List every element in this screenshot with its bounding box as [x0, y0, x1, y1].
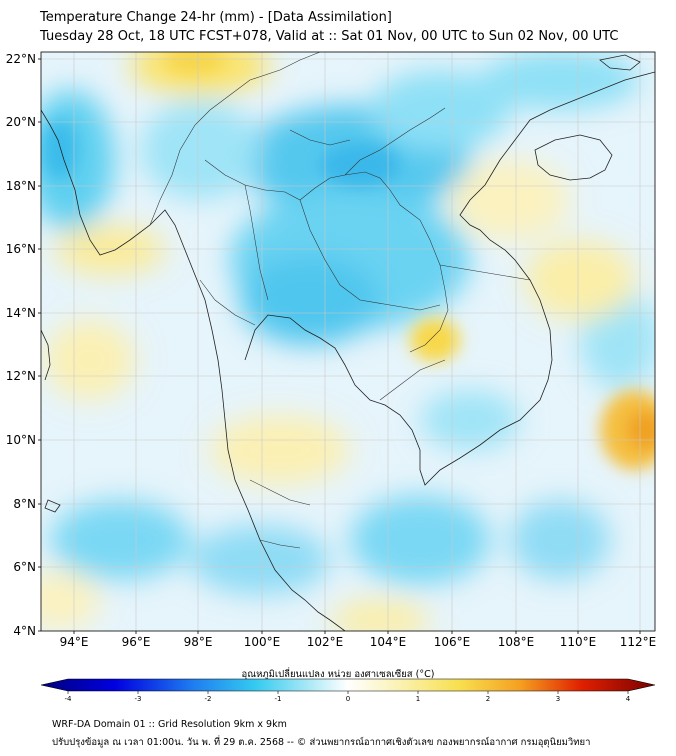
temperature-field [41, 52, 655, 631]
lat-label-8n: 8°N [13, 497, 36, 511]
colorbar: -4 -3 -2 -1 0 1 2 3 4 [40, 678, 656, 703]
lon-label-106e: 106°E [434, 635, 471, 649]
colorbar-tick-m2: -2 [205, 695, 212, 703]
lat-label-16n: 16°N [6, 242, 36, 256]
lat-label-22n: 22°N [6, 52, 36, 66]
lon-label-108e: 108°E [498, 635, 535, 649]
colorbar-title: อุณหภูมิเปลี่ยนแปลง หน่วย องศาเซลเซียส (… [241, 669, 435, 680]
lat-label-14n: 14°N [6, 306, 36, 320]
colorbar-tick-2: 2 [486, 695, 490, 703]
map-subtitle: Tuesday 28 Oct, 18 UTC FCST+078, Valid a… [40, 29, 619, 44]
lon-label-98e: 98°E [184, 635, 213, 649]
lon-label-104e: 104°E [370, 635, 407, 649]
lat-label-6n: 6°N [13, 560, 36, 574]
footer-update-info: ปรับปรุงข้อมูล ณ เวลา 01:00น. วัน พ. ที่… [52, 737, 591, 748]
colorbar-tick-4: 4 [626, 695, 631, 703]
lat-label-12n: 12°N [6, 369, 36, 383]
coastlines [41, 54, 655, 631]
lon-label-110e: 110°E [560, 635, 597, 649]
colorbar-tick-m4: -4 [65, 695, 73, 703]
lon-label-100e: 100°E [244, 635, 281, 649]
colorbar-tick-3: 3 [556, 695, 560, 703]
colorbar-scale [40, 678, 656, 692]
colorbar-tick-1: 1 [416, 695, 420, 703]
borders [149, 52, 531, 549]
lon-label-102e: 102°E [307, 635, 344, 649]
lat-label-4n: 4°N [13, 624, 36, 638]
lat-label-20n: 20°N [6, 115, 36, 129]
footer-model-info: WRF-DA Domain 01 :: Grid Resolution 9km … [52, 719, 287, 730]
map-title: Temperature Change 24-hr (mm) - [Data As… [40, 10, 392, 25]
lon-label-112e: 112°E [620, 635, 657, 649]
colorbar-tick-m1: -1 [275, 695, 282, 703]
colorbar-tick-0: 0 [346, 695, 350, 703]
graticule [41, 52, 655, 631]
lat-label-10n: 10°N [6, 433, 36, 447]
lon-label-94e: 94°E [60, 635, 89, 649]
lat-label-18n: 18°N [6, 179, 36, 193]
temperature-change-map: 22°N 20°N 18°N 16°N 14°N 12°N 10°N 8°N 6… [6, 51, 657, 649]
map-frame [40, 51, 656, 632]
lon-label-96e: 96°E [122, 635, 151, 649]
colorbar-tick-m3: -3 [135, 695, 142, 703]
